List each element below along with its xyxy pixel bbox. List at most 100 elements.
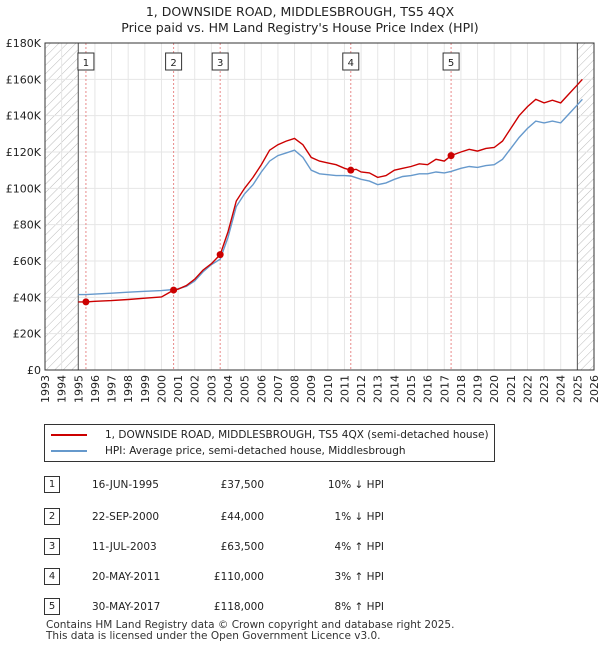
sale-date: 30-MAY-2017	[92, 601, 161, 613]
x-tick-label: 2011	[338, 375, 351, 403]
sale-number: 4	[44, 568, 60, 585]
y-tick-label: £80K	[13, 219, 42, 232]
x-tick-label: 2012	[355, 375, 368, 403]
y-tick-label: £20K	[13, 328, 42, 341]
sale-date: 22-SEP-2000	[92, 511, 160, 523]
x-tick-label: 2015	[405, 375, 418, 403]
x-tick-label: 2010	[322, 375, 335, 403]
plot-area	[45, 43, 594, 370]
sale-marker-label: 4	[348, 58, 354, 69]
sale-row: 5 30-MAY-2017 £118,000 8% ↑ HPI	[44, 598, 564, 618]
sale-marker-label: 5	[448, 58, 454, 69]
x-tick-label: 2024	[555, 375, 568, 403]
sale-date: 16-JUN-1995	[92, 479, 159, 491]
y-tick-label: £140K	[6, 110, 42, 123]
x-tick-label: 2022	[521, 375, 534, 403]
x-tick-label: 2013	[372, 375, 385, 403]
x-tick-label: 2000	[155, 375, 168, 403]
sale-marker-box	[211, 52, 229, 71]
hatched-region	[577, 43, 594, 370]
sale-number: 2	[44, 508, 60, 525]
x-tick-label: 2007	[272, 375, 285, 403]
legend-label-property: 1, DOWNSIDE ROAD, MIDDLESBROUGH, TS5 4QX…	[105, 429, 489, 441]
sale-marker-label: 2	[170, 58, 176, 69]
x-tick-label: 1995	[72, 375, 85, 403]
sale-hpi-diff: 3% ↑ HPI	[334, 571, 384, 583]
x-tick-label: 1997	[106, 375, 119, 403]
plot-frame	[44, 42, 595, 371]
legend-label-hpi: HPI: Average price, semi-detached house,…	[105, 445, 406, 457]
sale-row: 4 20-MAY-2011 £110,000 3% ↑ HPI	[44, 568, 564, 588]
y-tick-label: £40K	[13, 291, 42, 304]
sale-row: 1 16-JUN-1995 £37,500 10% ↓ HPI	[44, 476, 564, 496]
y-tick-label: £180K	[6, 37, 42, 50]
sale-number: 3	[44, 538, 60, 555]
y-tick-label: £60K	[13, 255, 42, 268]
x-tick-label: 2023	[538, 375, 551, 403]
x-tick-label: 2002	[189, 375, 202, 403]
chart-title: 1, DOWNSIDE ROAD, MIDDLESBROUGH, TS5 4QX	[145, 4, 455, 19]
x-tick-label: 2001	[172, 375, 185, 403]
sale-price: £110,000	[213, 571, 264, 583]
x-tick-label: 2018	[455, 375, 468, 403]
x-tick-label: 2019	[472, 375, 485, 403]
y-tick-label: £100K	[6, 182, 42, 195]
y-tick-label: £0	[27, 364, 41, 377]
x-tick-label: 2014	[388, 375, 401, 403]
x-tick-label: 2006	[255, 375, 268, 403]
sale-hpi-diff: 4% ↑ HPI	[334, 541, 384, 553]
x-tick-label: 2003	[205, 375, 218, 403]
x-tick-label: 2025	[571, 375, 584, 403]
legend-swatch-hpi	[51, 450, 87, 452]
y-tick-label: £120K	[6, 146, 42, 159]
sale-date: 20-MAY-2011	[92, 571, 161, 583]
sale-row: 3 11-JUL-2003 £63,500 4% ↑ HPI	[44, 538, 564, 558]
x-tick-label: 2026	[588, 375, 600, 403]
x-tick-label: 2008	[289, 375, 302, 403]
price-chart: £0 £20K £40K £60K £80K £100K £120K £140K £160K £1…	[6, 37, 600, 403]
sale-marker-box	[77, 52, 95, 71]
x-tick-label: 1994	[56, 375, 69, 403]
footer-copyright: Contains HM Land Registry data © Crown c…	[46, 619, 455, 631]
sale-number: 1	[44, 476, 60, 493]
legend-swatch-property	[51, 434, 87, 436]
sale-marker-label: 3	[217, 58, 223, 69]
sale-point	[447, 152, 455, 160]
footer-license: This data is licensed under the Open Gov…	[46, 630, 381, 642]
legend-item-property: 1, DOWNSIDE ROAD, MIDDLESBROUGH, TS5 4QX…	[51, 427, 489, 443]
sale-hpi-diff: 1% ↓ HPI	[334, 511, 384, 523]
sale-number: 5	[44, 598, 60, 615]
x-tick-label: 1996	[89, 375, 102, 403]
x-tick-label: 1998	[122, 375, 135, 403]
x-tick-label: 2009	[305, 375, 318, 403]
sale-marker-label: 1	[83, 58, 89, 69]
sale-price: £118,000	[213, 601, 264, 613]
sale-marker-box	[165, 52, 183, 71]
footer: Contains HM Land Registry data © Crown c…	[46, 620, 454, 642]
legend: 1, DOWNSIDE ROAD, MIDDLESBROUGH, TS5 4QX…	[44, 424, 495, 462]
x-tick-label: 1999	[139, 375, 152, 403]
sale-date: 11-JUL-2003	[92, 541, 157, 553]
sale-point	[216, 251, 224, 259]
sale-hpi-diff: 10% ↓ HPI	[327, 479, 384, 491]
sale-hpi-diff: 8% ↑ HPI	[334, 601, 384, 613]
sale-row: 2 22-SEP-2000 £44,000 1% ↓ HPI	[44, 508, 564, 528]
y-tick-label: £160K	[6, 73, 42, 86]
sale-point	[82, 298, 90, 306]
x-tick-label: 2021	[505, 375, 518, 403]
sale-price: £63,500	[220, 541, 264, 553]
sale-marker-box	[442, 52, 460, 71]
sale-price: £37,500	[220, 479, 264, 491]
x-tick-label: 2020	[488, 375, 501, 403]
hpi-line	[78, 98, 583, 296]
sale-price: £44,000	[220, 511, 264, 523]
legend-item-hpi: HPI: Average price, semi-detached house,…	[51, 443, 406, 459]
sale-point	[170, 286, 178, 294]
x-tick-label: 1993	[39, 375, 52, 403]
x-tick-label: 2016	[422, 375, 435, 403]
x-tick-label: 2004	[222, 375, 235, 403]
x-tick-label: 2017	[438, 375, 451, 403]
sale-marker-box	[342, 52, 360, 71]
x-tick-label: 2005	[239, 375, 252, 403]
chart-subtitle: Price paid vs. HM Land Registry's House …	[121, 20, 479, 35]
